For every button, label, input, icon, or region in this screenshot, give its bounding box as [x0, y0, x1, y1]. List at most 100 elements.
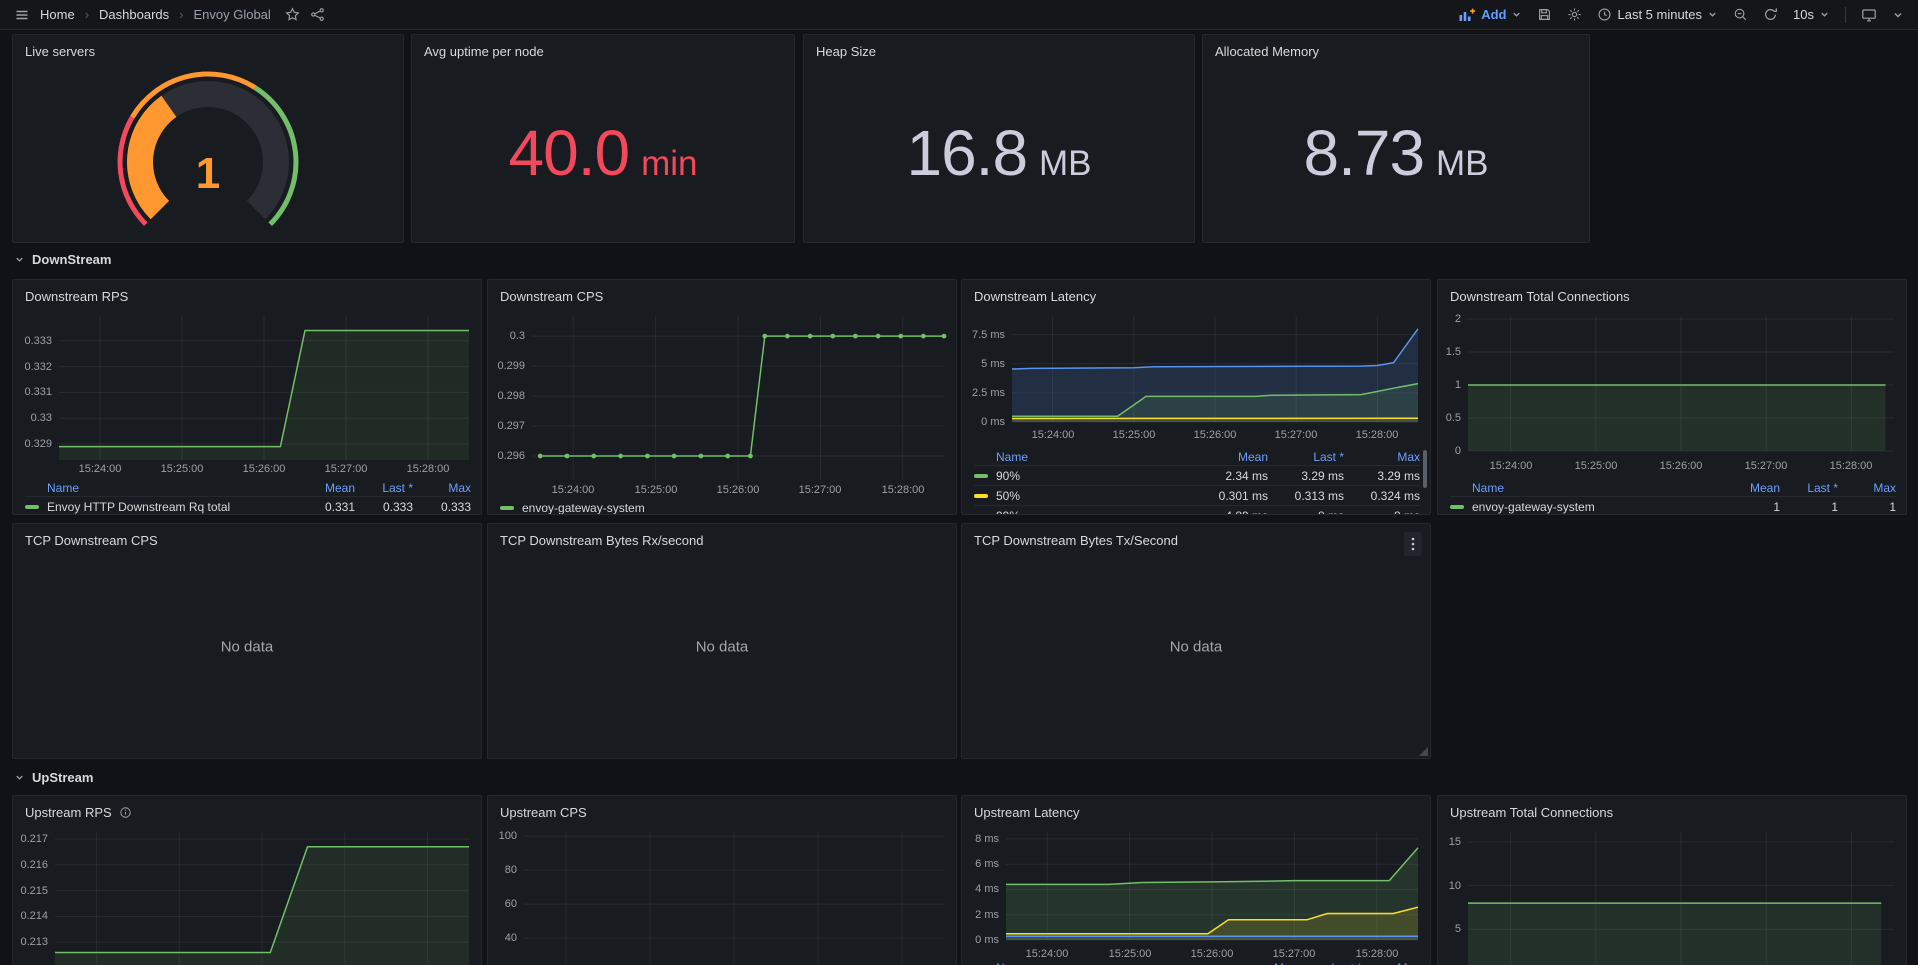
svg-text:1: 1 — [196, 149, 220, 198]
section-header-upstream[interactable]: UpStream — [14, 770, 93, 785]
panel-allocated-memory: Allocated Memory 8.73 MB — [1202, 34, 1590, 243]
upstream-cps-chart[interactable]: 10080604015:24:0015:25:0015:26:0015:27:0… — [488, 796, 956, 965]
upstream-total-connections-chart[interactable]: 1510515:24:0015:25:0015:26:0015:27:0015:… — [1438, 796, 1906, 965]
legend-header: NameMeanLast *Max — [974, 959, 1420, 965]
y-tick-label: 0.329 — [13, 438, 52, 451]
y-tick-label: 0.217 — [13, 833, 48, 846]
x-tick-label: 15:26:00 — [230, 463, 298, 476]
stat-value: 8.73 MB — [1203, 63, 1589, 242]
legend-row[interactable]: 90%2.34 ms3.29 ms3.29 ms — [974, 465, 1420, 485]
gear-icon[interactable] — [1567, 7, 1582, 22]
time-range-picker[interactable]: Last 5 minutes — [1597, 7, 1718, 22]
downstream-rps-chart[interactable]: 0.3330.3320.3310.330.32915:24:0015:25:00… — [13, 280, 481, 514]
section-header-downstream[interactable]: DownStream — [14, 252, 111, 267]
y-tick-label: 0.3 — [488, 330, 525, 343]
no-data-message: No data — [488, 639, 956, 656]
y-tick-label: 2 ms — [962, 909, 999, 922]
refresh-icon[interactable] — [1763, 7, 1778, 22]
y-tick-label: 0.299 — [488, 360, 525, 373]
downstream-cps-chart[interactable]: 0.30.2990.2980.2970.29615:24:0015:25:001… — [488, 280, 956, 514]
chart-legend: NameMeanLast *Max — [974, 959, 1420, 965]
breadcrumb-home[interactable]: Home — [40, 7, 75, 22]
live-servers-gauge: 1 — [13, 61, 403, 238]
legend-scrollbar[interactable] — [1423, 450, 1427, 488]
chart-legend: envoy-gateway-system — [500, 498, 946, 515]
y-tick-label: 7.5 ms — [962, 329, 1005, 342]
upstream-rps-chart[interactable]: 0.2170.2160.2150.2140.21315:24:0015:25:0… — [13, 796, 481, 965]
y-tick-label: 0.297 — [488, 420, 525, 433]
panel-header[interactable]: TCP Downstream CPS — [13, 524, 481, 554]
y-tick-label: 0.214 — [13, 910, 48, 923]
breadcrumb-dashboards[interactable]: Dashboards — [99, 7, 169, 22]
add-button[interactable]: Add — [1458, 7, 1522, 23]
panel-avg-uptime: Avg uptime per node 40.0 min — [411, 34, 795, 243]
x-tick-label: 15:27:00 — [786, 484, 854, 497]
legend-row[interactable]: 99%4.89 ms8 ms8 ms — [974, 505, 1420, 515]
panel-header[interactable]: TCP Downstream Bytes Tx/Second — [962, 524, 1430, 554]
panel-header[interactable]: Heap Size — [804, 35, 1194, 65]
y-tick-label: 0.333 — [13, 335, 52, 348]
panel-header[interactable]: TCP Downstream Bytes Rx/second — [488, 524, 956, 554]
monitor-icon[interactable] — [1861, 7, 1877, 23]
time-range-label: Last 5 minutes — [1617, 7, 1702, 22]
chevron-down-icon[interactable] — [1892, 9, 1904, 21]
x-tick-label: 15:25:00 — [148, 463, 216, 476]
panel-title-text: TCP Downstream Bytes Tx/Second — [974, 533, 1178, 548]
breadcrumb-current-dashboard[interactable]: Envoy Global — [193, 7, 270, 22]
panel-upstream-cps: Upstream CPS 10080604015:24:0015:25:0015… — [487, 795, 957, 965]
panel-live-servers: Live servers 1 — [12, 34, 404, 243]
y-tick-label: 0.33 — [13, 412, 52, 425]
panel-downstream-rps: Downstream RPS 0.3330.3320.3310.330.3291… — [12, 279, 482, 515]
legend-row[interactable]: envoy-gateway-system111 — [1450, 496, 1896, 515]
no-data-message: No data — [13, 639, 481, 656]
panel-heap-size: Heap Size 16.8 MB — [803, 34, 1195, 243]
share-icon[interactable] — [310, 7, 325, 22]
upstream-latency-chart[interactable]: 8 ms6 ms4 ms2 ms0 ms15:24:0015:25:0015:2… — [962, 796, 1430, 965]
legend-row[interactable]: Envoy HTTP Downstream Rq total0.3310.333… — [25, 496, 471, 515]
legend-row[interactable]: 50%0.301 ms0.313 ms0.324 ms — [974, 485, 1420, 505]
refresh-interval-picker[interactable]: 10s — [1793, 7, 1830, 22]
chevron-down-icon — [1707, 9, 1718, 20]
y-tick-label: 0 — [1438, 445, 1461, 458]
y-tick-label: 0.332 — [13, 361, 52, 374]
grafana-dashboard: Home › Dashboards › Envoy Global Add — [0, 0, 1918, 965]
save-icon[interactable] — [1537, 7, 1552, 22]
legend-row[interactable]: envoy-gateway-system — [500, 498, 946, 515]
y-tick-label: 5 — [1438, 923, 1461, 936]
y-tick-label: 1 — [1438, 379, 1461, 392]
panel-resize-handle[interactable] — [1419, 747, 1428, 756]
star-icon[interactable] — [285, 7, 300, 22]
y-tick-label: 0.331 — [13, 386, 52, 399]
downstream-total-connections-chart[interactable]: 21.510.5015:24:0015:25:0015:26:0015:27:0… — [1438, 280, 1906, 514]
zoom-out-icon[interactable] — [1733, 7, 1748, 22]
y-tick-label: 5 ms — [962, 358, 1005, 371]
y-tick-label: 8 ms — [962, 833, 999, 846]
downstream-latency-chart[interactable]: 7.5 ms5 ms2.5 ms0 ms15:24:0015:25:0015:2… — [962, 280, 1430, 514]
x-tick-label: 15:24:00 — [1477, 460, 1545, 473]
panel-upstream-rps: Upstream RPS 0.2170.2160.2150.2140.21315… — [12, 795, 482, 965]
y-tick-label: 0.213 — [13, 936, 48, 949]
y-tick-label: 0.216 — [13, 859, 48, 872]
panel-downstream-cps: Downstream CPS 0.30.2990.2980.2970.29615… — [487, 279, 957, 515]
panel-header[interactable]: Avg uptime per node — [412, 35, 794, 65]
panel-header[interactable]: Allocated Memory — [1203, 35, 1589, 65]
panel-downstream-total-connections: Downstream Total Connections 21.510.5015… — [1437, 279, 1907, 515]
stat-number: 40.0 — [509, 121, 630, 185]
panel-title-text: TCP Downstream CPS — [25, 533, 158, 548]
menu-icon[interactable] — [14, 7, 30, 23]
add-button-label: Add — [1481, 7, 1506, 22]
section-title: UpStream — [32, 770, 93, 785]
x-tick-label: 15:27:00 — [312, 463, 380, 476]
x-tick-label: 15:26:00 — [1181, 429, 1249, 442]
panel-upstream-total-connections: Upstream Total Connections 1510515:24:00… — [1437, 795, 1907, 965]
y-tick-label: 0.5 — [1438, 412, 1461, 425]
clock-icon — [1597, 7, 1612, 22]
y-tick-label: 0 ms — [962, 934, 999, 947]
panel-tcp-downstream-bytes-tx: TCP Downstream Bytes Tx/Second No data — [961, 523, 1431, 759]
y-tick-label: 100 — [488, 830, 517, 843]
panel-title-text: Avg uptime per node — [424, 44, 544, 59]
panel-title-text: Allocated Memory — [1215, 44, 1319, 59]
legend-header: NameMeanLast *Max — [25, 479, 471, 496]
panel-menu-icon[interactable] — [1404, 532, 1422, 556]
panel-tcp-downstream-bytes-rx: TCP Downstream Bytes Rx/second No data — [487, 523, 957, 759]
